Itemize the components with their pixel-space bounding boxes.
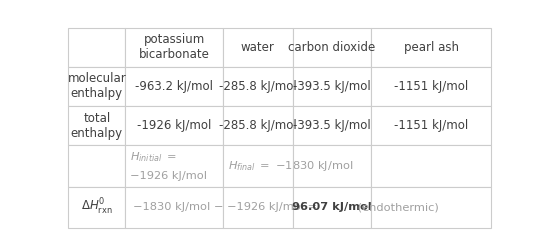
Bar <box>68 67 126 106</box>
Bar <box>223 145 293 187</box>
Text: 96.07 kJ/mol: 96.07 kJ/mol <box>292 202 371 212</box>
Bar <box>293 106 371 145</box>
Text: -285.8 kJ/mol: -285.8 kJ/mol <box>219 119 296 132</box>
Bar <box>126 67 223 106</box>
Bar <box>223 187 293 228</box>
Text: $H_{\mathit{initial}}\ =$: $H_{\mathit{initial}}\ =$ <box>130 150 177 164</box>
Text: potassium
bicarbonate: potassium bicarbonate <box>139 33 210 61</box>
Text: −1926 kJ/mol: −1926 kJ/mol <box>130 171 207 181</box>
Bar <box>126 145 223 187</box>
Bar <box>126 106 223 145</box>
Bar <box>293 145 371 187</box>
Bar <box>371 187 491 228</box>
Bar <box>68 106 126 145</box>
Bar <box>126 187 223 228</box>
Bar <box>371 106 491 145</box>
Bar <box>126 28 223 67</box>
Bar <box>68 28 126 67</box>
Bar <box>68 187 126 228</box>
Text: water: water <box>241 41 275 54</box>
Text: -1926 kJ/mol: -1926 kJ/mol <box>137 119 211 132</box>
Bar <box>293 28 371 67</box>
Bar <box>68 145 126 187</box>
Bar <box>223 67 293 106</box>
Text: carbon dioxide: carbon dioxide <box>288 41 375 54</box>
Text: -963.2 kJ/mol: -963.2 kJ/mol <box>135 80 213 93</box>
Bar <box>223 28 293 67</box>
Bar <box>293 187 371 228</box>
Text: -285.8 kJ/mol: -285.8 kJ/mol <box>219 80 296 93</box>
Text: total
enthalpy: total enthalpy <box>71 112 123 140</box>
Bar <box>371 67 491 106</box>
Bar <box>371 145 491 187</box>
Text: $\Delta H^0_{\mathrm{rxn}}$: $\Delta H^0_{\mathrm{rxn}}$ <box>81 197 112 217</box>
Text: $H_{\mathit{final}}\ =$ −1830 kJ/mol: $H_{\mathit{final}}\ =$ −1830 kJ/mol <box>228 159 353 173</box>
Bar <box>223 106 293 145</box>
Bar <box>371 28 491 67</box>
Text: -1151 kJ/mol: -1151 kJ/mol <box>394 80 468 93</box>
Text: (endothermic): (endothermic) <box>354 202 439 212</box>
Text: pearl ash: pearl ash <box>403 41 459 54</box>
Bar <box>293 67 371 106</box>
Text: −1830 kJ/mol − −1926 kJ/mol =: −1830 kJ/mol − −1926 kJ/mol = <box>133 202 321 212</box>
Text: molecular
enthalpy: molecular enthalpy <box>68 72 126 100</box>
Text: -393.5 kJ/mol: -393.5 kJ/mol <box>293 119 371 132</box>
Text: -1151 kJ/mol: -1151 kJ/mol <box>394 119 468 132</box>
Text: -393.5 kJ/mol: -393.5 kJ/mol <box>293 80 371 93</box>
